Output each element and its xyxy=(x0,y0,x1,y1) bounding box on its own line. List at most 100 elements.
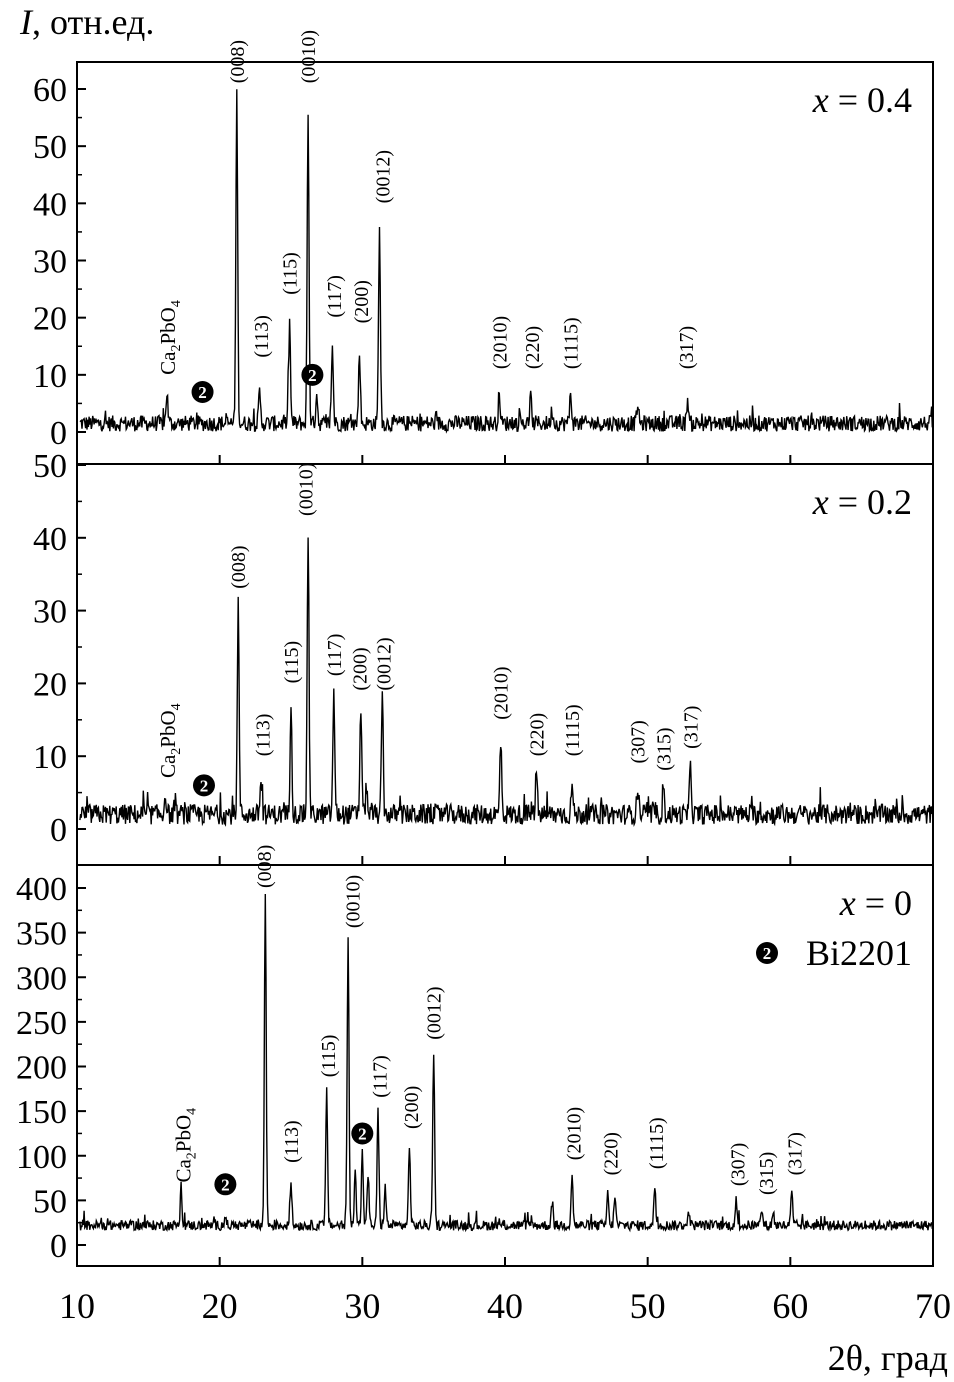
phase-sub2: 4 xyxy=(169,300,184,307)
y-tick-label: 10 xyxy=(33,739,67,776)
y-tick-label: 300 xyxy=(16,960,67,997)
peak-label: (317) xyxy=(676,326,698,369)
peak-label: (0012) xyxy=(372,150,394,203)
phase-ca: Ca xyxy=(156,754,180,778)
bi2201-marker xyxy=(301,363,324,386)
composition-label: x = 0.2 xyxy=(812,482,912,522)
phase-label-ca2pbo4: Ca2PbO4 xyxy=(156,703,184,778)
legend-marker xyxy=(756,942,778,964)
panel-frame xyxy=(76,864,934,1267)
panel-0: 0102030405060(008)(113)(115)(0010)(117)(… xyxy=(33,30,934,465)
y-tick-label: 250 xyxy=(16,1005,67,1042)
y-tick-label: 200 xyxy=(16,1050,67,1087)
peak-label: (113) xyxy=(252,714,274,757)
phase-label-ca2pbo4: Ca2PbO4 xyxy=(172,1108,200,1183)
phase-label-ca2pbo4: Ca2PbO4 xyxy=(156,300,184,375)
composition-value: = 0.4 xyxy=(829,80,912,120)
phase-ca: Ca xyxy=(172,1159,196,1183)
peak-label: (1115) xyxy=(561,317,583,369)
peak-label: (200) xyxy=(351,280,373,323)
bi2201-marker-number: 2 xyxy=(200,776,209,795)
composition-label: x = 0.4 xyxy=(812,80,912,120)
y-axis-label: I, отн.ед. xyxy=(19,2,154,42)
peak-label: (2010) xyxy=(563,1107,585,1160)
y-tick-label: 30 xyxy=(33,594,67,631)
peak-label: (008) xyxy=(228,545,250,588)
composition-value: = 0.2 xyxy=(829,482,912,522)
xrd-pattern xyxy=(79,537,933,828)
y-axis-label-var: I xyxy=(19,2,34,42)
peak-label: (117) xyxy=(324,275,346,318)
phase-sub: 2 xyxy=(185,1152,200,1159)
panels: 0102030405060(008)(113)(115)(0010)(117)(… xyxy=(16,30,934,1267)
peak-label: (2010) xyxy=(491,666,513,719)
x-axis-label: 2θ, град xyxy=(828,1338,948,1378)
peak-label: (115) xyxy=(280,252,302,295)
composition-label: x = 0 xyxy=(839,883,912,923)
phase-sub2: 4 xyxy=(185,1108,200,1115)
bi2201-marker xyxy=(351,1122,374,1145)
legend-marker-number: 2 xyxy=(763,944,772,963)
y-tick-label: 400 xyxy=(16,871,67,908)
xrd-pattern xyxy=(79,89,933,434)
phase-pbo: PbO xyxy=(172,1115,196,1152)
peak-label: (220) xyxy=(522,326,544,369)
peak-label: (307) xyxy=(628,720,650,763)
y-tick-label: 50 xyxy=(33,1183,67,1220)
peak-label: (008) xyxy=(254,845,276,888)
peak-label: (200) xyxy=(349,647,371,690)
peak-label: (317) xyxy=(785,1132,807,1175)
peak-label: (315) xyxy=(653,727,675,770)
y-tick-label: 50 xyxy=(33,129,67,166)
peak-label: (117) xyxy=(369,1055,391,1098)
phase-pbo: PbO xyxy=(156,307,180,344)
y-tick-label: 20 xyxy=(33,301,67,338)
y-tick-label: 100 xyxy=(16,1139,67,1176)
y-tick-label: 20 xyxy=(33,666,67,703)
x-tick-label: 20 xyxy=(202,1286,238,1326)
y-tick-label: 40 xyxy=(33,521,67,558)
peak-label: (115) xyxy=(318,1035,340,1078)
y-tick-label: 40 xyxy=(33,186,67,223)
y-tick-label: 60 xyxy=(33,72,67,109)
y-tick-label: 350 xyxy=(16,916,67,953)
phase-sub: 2 xyxy=(169,345,184,352)
y-tick-label: 30 xyxy=(33,244,67,281)
x-tick-label: 50 xyxy=(630,1286,666,1326)
peak-label: (008) xyxy=(227,40,249,83)
peak-label: (1115) xyxy=(562,704,584,756)
bi2201-marker-number: 2 xyxy=(358,1124,367,1143)
bi2201-marker xyxy=(192,774,215,797)
phase-ca: Ca xyxy=(156,351,180,375)
legend-label: Bi2201 xyxy=(806,933,912,973)
peak-label: (2010) xyxy=(489,316,511,369)
peak-label: (117) xyxy=(324,634,346,677)
composition-var: x xyxy=(839,883,856,923)
y-tick-label: 50 xyxy=(33,448,67,485)
peak-label: (115) xyxy=(281,641,303,684)
peak-label: (315) xyxy=(756,1152,778,1195)
x-axis: 10 20 30 40 50 60 70 xyxy=(59,1286,951,1326)
composition-var: x xyxy=(812,80,829,120)
y-tick-label: 0 xyxy=(50,415,67,452)
peak-label: (220) xyxy=(601,1132,623,1175)
xrd-pattern xyxy=(79,893,933,1233)
y-axis-label-unit: , отн.ед. xyxy=(32,2,154,42)
phase-sub: 2 xyxy=(169,748,184,755)
x-tick-label: 10 xyxy=(59,1286,95,1326)
peak-label: (317) xyxy=(680,706,702,749)
peak-label: (0012) xyxy=(424,986,446,1039)
y-tick-label: 0 xyxy=(50,812,67,849)
peak-label: (113) xyxy=(251,315,273,358)
phase-pbo: PbO xyxy=(156,710,180,747)
peak-label: (113) xyxy=(281,1120,303,1163)
bi2201-marker xyxy=(214,1173,237,1196)
x-tick-label: 30 xyxy=(344,1286,380,1326)
peak-label: (307) xyxy=(728,1143,750,1186)
peak-label: (0012) xyxy=(374,637,396,690)
x-tick-label: 60 xyxy=(772,1286,808,1326)
bi2201-marker-number: 2 xyxy=(198,383,207,402)
peak-label: (200) xyxy=(401,1086,423,1129)
peak-label: (0010) xyxy=(342,875,364,928)
